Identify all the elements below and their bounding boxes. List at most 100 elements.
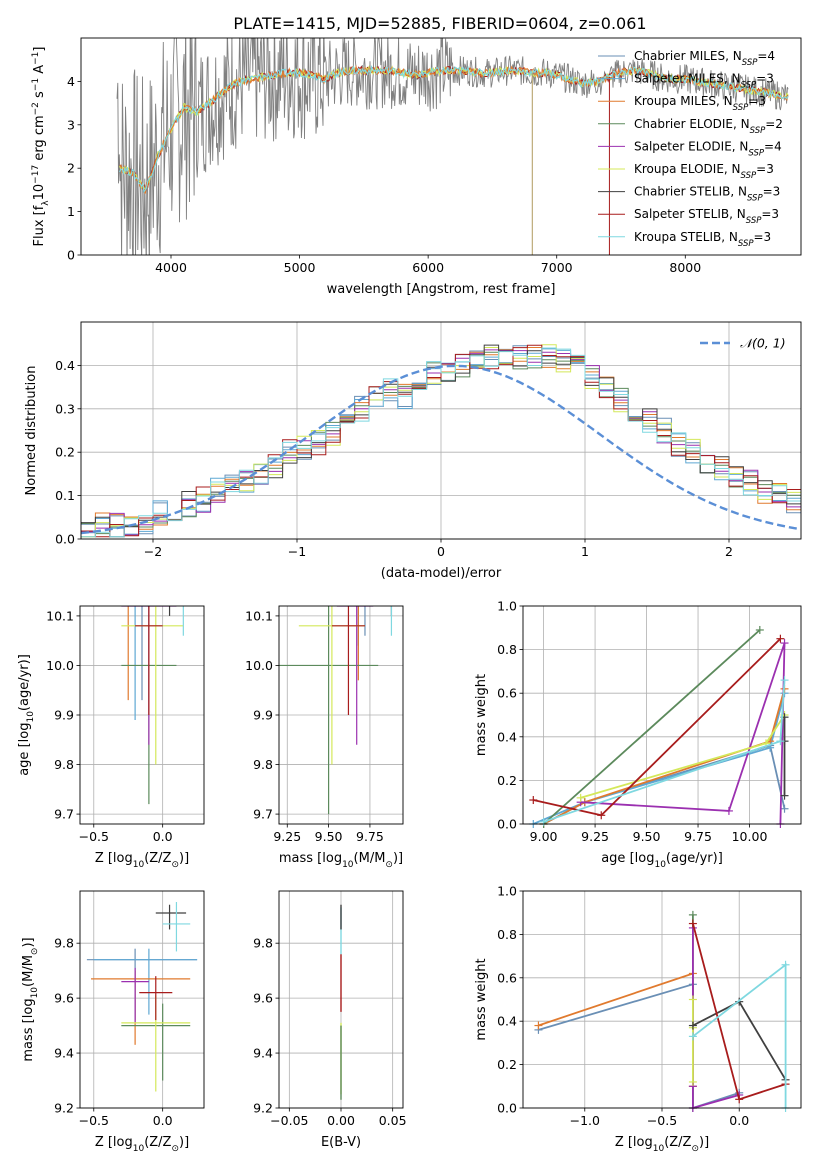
weight-marker	[688, 1021, 697, 1030]
axes-frame	[522, 890, 802, 1109]
y-tick-label: 0.6	[497, 686, 517, 701]
legend-entry: Salpeter STELIB, NSSP=3	[634, 207, 779, 226]
weight-line	[543, 688, 786, 825]
legend-entry: 𝒩(0, 1)	[740, 336, 786, 351]
legend-entry: Salpeter MILES, NSSP=3	[634, 72, 774, 91]
x-tick-label: 8000	[669, 260, 701, 275]
y-tick-label: 0.2	[55, 445, 75, 460]
x-axis-label: Z [log10(Z/Z⊙)]	[95, 1135, 189, 1154]
axes-frame	[278, 890, 404, 1109]
weight-marker	[539, 817, 548, 826]
error-bar-point	[168, 606, 171, 616]
x-tick-label: 9.75	[684, 829, 712, 844]
weight-marker	[688, 995, 697, 1004]
axes-frame	[79, 605, 205, 825]
y-tick-label: 9.9	[253, 708, 273, 723]
y-tick-label: 0	[67, 248, 75, 263]
error-bar-point	[121, 967, 149, 1023]
weight-marker	[724, 806, 733, 815]
weight-marker	[529, 796, 538, 805]
y-tick-label: 0.0	[55, 532, 75, 547]
mass-vs-ebv-panel: −0.05 0.00 0.05 9.2 9.4 9.6 9.8 E(B-V)	[253, 890, 407, 1150]
x-tick-label: 9.50	[315, 829, 343, 844]
y-tick-label: 9.8	[253, 757, 273, 772]
weight-marker	[776, 634, 785, 643]
legend-entry: Chabrier STELIB, NSSP=3	[634, 185, 780, 204]
y-tick-label: 0.1	[55, 488, 75, 503]
x-tick-label: 9.75	[356, 829, 384, 844]
x-tick-label: 0.0	[729, 1113, 749, 1128]
y-tick-label: 10.0	[245, 658, 273, 673]
figure-title: PLATE=1415, MJD=52885, FIBERID=0604, z=0…	[233, 14, 646, 33]
x-tick-label: 9.25	[581, 829, 609, 844]
y-tick-label: 0.4	[497, 729, 517, 744]
y-tick-label: 1	[67, 204, 75, 219]
x-tick-label: −1	[288, 544, 306, 559]
normal-curve	[81, 364, 801, 535]
x-axis-label: wavelength [Angstrom, rest frame]	[327, 282, 556, 297]
y-tick-label: 0.4	[55, 358, 75, 373]
weight-marker	[688, 1077, 697, 1086]
weight-marker	[780, 791, 789, 800]
weight-vs-age-panel: 9.00 9.25 9.50 9.75 10.00 0.0 0.2 0.4 0.6 0.8 1.0 a…	[474, 599, 802, 870]
y-tick-label: 9.8	[54, 936, 74, 951]
y-tick-label: 4	[67, 74, 75, 89]
legend-entry: Kroupa MILES, NSSP=3	[634, 94, 766, 113]
y-tick-label: 9.7	[253, 807, 273, 822]
y-tick-label: 10.1	[46, 608, 74, 623]
y-tick-label: 9.8	[253, 936, 273, 951]
x-tick-label: 1	[581, 544, 589, 559]
x-axis-label: E(B-V)	[321, 1135, 361, 1150]
y-tick-label: 1.0	[497, 599, 517, 614]
x-tick-label: 0.0	[153, 829, 173, 844]
model-spectrum-line	[119, 65, 789, 194]
y-axis-label: mass [log10(M/M⊙)]	[21, 937, 40, 1061]
weight-marker	[776, 737, 785, 746]
x-tick-label: 0.00	[327, 1113, 355, 1128]
weight-line	[532, 692, 786, 825]
model-spectrum-line	[119, 65, 789, 191]
axes-frame	[79, 890, 205, 1109]
weight-marker	[735, 1095, 744, 1104]
x-tick-label: 6000	[412, 260, 444, 275]
y-tick-label: 2	[67, 161, 75, 176]
y-axis-label: age [log10(age/yr)]	[17, 654, 36, 776]
x-tick-label: 0.0	[153, 1113, 173, 1128]
age-vs-z-panel: −0.5 0.0 9.7 9.8 9.9 10.0 10.1 Z [log10(Z/Z⊙)] a…	[17, 605, 205, 870]
x-axis-label: mass [log10(M/M⊙)]	[279, 851, 403, 870]
weight-marker	[597, 811, 606, 820]
weight-marker	[688, 1032, 697, 1041]
y-tick-label: 9.6	[253, 991, 273, 1006]
observed-spectrum	[116, 38, 789, 255]
error-bar-point	[135, 606, 163, 715]
axes-frame	[80, 37, 802, 256]
x-axis-label: (data-model)/error	[381, 566, 502, 581]
weight-marker	[780, 639, 789, 648]
legend-entry: Chabrier ELODIE, NSSP=2	[634, 117, 783, 136]
weight-marker	[781, 960, 790, 969]
y-axis-label: mass weight	[474, 674, 489, 756]
x-tick-label: 0.05	[379, 1113, 407, 1128]
y-axis-label: Normed distribution	[24, 366, 39, 496]
x-tick-label: −2	[144, 544, 162, 559]
y-axis-label: Flux [fλ10−17 erg cm−2 s−1 A−1]	[31, 47, 51, 247]
y-tick-label: 9.9	[54, 708, 74, 723]
x-axis-label: Z [log10(Z/Z⊙)]	[95, 851, 189, 870]
weight-marker	[780, 676, 789, 685]
x-tick-label: −0.5	[647, 1113, 677, 1128]
error-bar-point	[331, 606, 365, 715]
x-tick-label: −0.05	[270, 1113, 308, 1128]
y-tick-label: 0.6	[497, 970, 517, 985]
axes-frame	[278, 605, 404, 825]
x-tick-label: 4000	[155, 260, 187, 275]
error-bar-point	[139, 976, 173, 1021]
y-tick-label: 9.2	[54, 1101, 74, 1116]
residuals-panel: −2 −1 0 1 2 0.0 0.1 0.2 0.3 0.4 (data-model)/error…	[24, 321, 802, 581]
x-tick-label: 9.25	[273, 829, 301, 844]
error-bar-point	[162, 901, 191, 952]
y-tick-label: 0.2	[497, 1057, 517, 1072]
y-tick-label: 0.8	[497, 927, 517, 942]
legend-entry: Kroupa STELIB, NSSP=3	[634, 230, 771, 249]
error-bar-point	[279, 606, 379, 815]
